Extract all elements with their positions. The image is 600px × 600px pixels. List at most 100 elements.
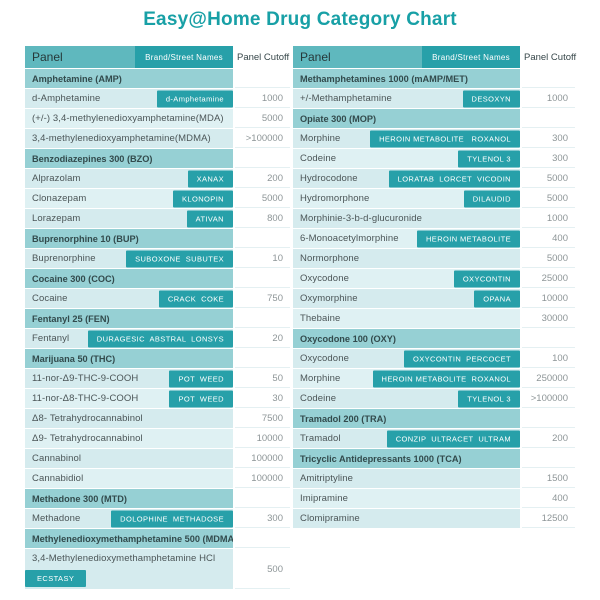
cutoff-value: 5000 <box>522 169 575 188</box>
cutoff-value: 100000 <box>235 449 290 468</box>
table-row: Hydrocodone LORATAB LORCET VICODIN 5000 <box>293 169 575 188</box>
table-row: 11-nor-Δ9-THC-9-COOH POT WEED 50 <box>25 369 290 388</box>
drug-name-cell: Δ9- Tetrahydrocannabinol <box>25 429 233 448</box>
cutoff-value: 750 <box>235 289 290 308</box>
drug-name: Alprazolam <box>32 173 81 184</box>
table-row: Oxymorphine OPANA 10000 <box>293 289 575 308</box>
brand-street-badge: XANAX <box>187 170 233 187</box>
cutoff-value: 10 <box>235 249 290 268</box>
category-name-cell: Tramadol 200 (TRA) <box>293 409 520 428</box>
cutoff-cell-empty <box>235 149 290 168</box>
drug-name-cell: Amitriptyline <box>293 469 520 488</box>
brand-street-badge: LORATAB LORCET VICODIN <box>388 170 520 187</box>
brand-street-badge: POT WEED <box>169 370 233 387</box>
category-name: Marijuana 50 (THC) <box>32 353 116 364</box>
brand-street-badge: POT WEED <box>169 390 233 407</box>
drug-name: Morphine <box>300 133 341 144</box>
drug-name: Clomipramine <box>300 513 360 524</box>
drug-name: (+/-) 3,4-methylenedioxyamphetamine(MDA) <box>32 113 224 124</box>
cutoff-value: 25000 <box>522 269 575 288</box>
panel-column-header: Panel <box>32 50 63 64</box>
cutoff-value: 200 <box>235 169 290 188</box>
drug-name-cell: +/-Methamphetamine DESOXYN <box>293 89 520 108</box>
drug-name-cell: 6-Monoacetylmorphine HEROIN METABOLITE <box>293 229 520 248</box>
drug-name: Δ9- Tetrahydrocannabinol <box>32 433 143 444</box>
brand-street-badge: OXYCONTIN PERCOCET <box>403 350 520 367</box>
drug-name-cell: 3,4-Methylenedioxymethamphetamine HCl ECS… <box>25 549 233 589</box>
cutoff-value: 1500 <box>522 469 575 488</box>
drug-name: Oxymorphine <box>300 293 358 304</box>
category-row: Methadone 300 (MTD) <box>25 489 290 508</box>
drug-name: Codeine <box>300 153 337 164</box>
drug-name: 11-nor-Δ8-THC-9-COOH <box>32 393 139 404</box>
drug-name-cell: Oxycodone OXYCONTIN <box>293 269 520 288</box>
cutoff-value: >100000 <box>522 389 575 408</box>
category-row: Tramadol 200 (TRA) <box>293 409 575 428</box>
brand-street-badge: DURAGESIC ABSTRAL LONSYS <box>87 330 233 347</box>
drug-name: Cocaine <box>32 293 68 304</box>
cutoff-value: 5000 <box>235 189 290 208</box>
drug-name-cell: Imipramine <box>293 489 520 508</box>
drug-name-cell: Fentanyl DURAGESIC ABSTRAL LONSYS <box>25 329 233 348</box>
cutoff-value: 30 <box>235 389 290 408</box>
category-name: Cocaine 300 (COC) <box>32 273 115 284</box>
category-row: Fentanyl 25 (FEN) <box>25 309 290 328</box>
drug-name: 3,4-methylenedioxyamphetamine(MDMA) <box>32 133 211 144</box>
category-name: Oxycodone 100 (OXY) <box>300 333 396 344</box>
drug-name-cell: Lorazepam ATIVAN <box>25 209 233 228</box>
category-row: Methylenedioxymethamphetamine 500 (MDMA) <box>25 529 290 548</box>
cutoff-value: 400 <box>522 229 575 248</box>
drug-name-cell: 3,4-methylenedioxyamphetamine(MDMA) <box>25 129 233 148</box>
brand-street-badge: TYLENOL 3 <box>458 390 520 407</box>
drug-name-cell: Codeine TYLENOL 3 <box>293 389 520 408</box>
category-row: Buprenorphine 10 (BUP) <box>25 229 290 248</box>
cutoff-cell-empty <box>522 449 575 468</box>
drug-name: Oxycodone <box>300 353 349 364</box>
brand-street-badge: CONZIP ULTRACET ULTRAM <box>386 430 520 447</box>
drug-name-cell: Hydrocodone LORATAB LORCET VICODIN <box>293 169 520 188</box>
category-name-cell: Marijuana 50 (THC) <box>25 349 233 368</box>
drug-name-cell: Morphinie-3-b-d-glucuronide <box>293 209 520 228</box>
cutoff-cell-empty <box>235 529 290 548</box>
cutoff-cell-empty <box>235 309 290 328</box>
drug-name-cell: Thebaine <box>293 309 520 328</box>
brand-street-badge: TYLENOL 3 <box>458 150 520 167</box>
cutoff-value: 1000 <box>522 209 575 228</box>
table-row: Morphine HEROIN METABOLITE ROXANOL 300 <box>293 129 575 148</box>
cutoff-value: 300 <box>522 149 575 168</box>
page-title: Easy@Home Drug Category Chart <box>143 9 457 30</box>
drug-name: Oxycodone <box>300 273 349 284</box>
brand-street-badge: d-Amphetamine <box>156 90 233 107</box>
drug-name: Morphine <box>300 373 341 384</box>
table-row: Clonazepam KLONOPIN 5000 <box>25 189 290 208</box>
table-row: Δ8- Tetrahydrocannabinol 7500 <box>25 409 290 428</box>
table-row: d-Amphetamine d-Amphetamine 1000 <box>25 89 290 108</box>
brand-street-badge: HEROIN METABOLITE ROXANOL <box>372 370 520 387</box>
header-panel-cell: Panel Brand/Street Names <box>293 46 520 68</box>
cutoff-value: 5000 <box>522 189 575 208</box>
drug-name: Amitriptyline <box>300 473 354 484</box>
table-row: Methadone DOLOPHINE METHADOSE 300 <box>25 509 290 528</box>
drug-name-cell: Methadone DOLOPHINE METHADOSE <box>25 509 233 528</box>
table-row: Thebaine 30000 <box>293 309 575 328</box>
panel-cutoff-column-header: Panel Cutoff <box>522 46 576 68</box>
left-table: Panel Brand/Street Names Panel Cutoff Amphe… <box>25 46 290 590</box>
drug-name: 11-nor-Δ9-THC-9-COOH <box>32 373 139 384</box>
cutoff-value: 100000 <box>235 469 290 488</box>
drug-name-cell: (+/-) 3,4-methylenedioxyamphetamine(MDA) <box>25 109 233 128</box>
category-name-cell: Methadone 300 (MTD) <box>25 489 233 508</box>
panel-cutoff-column-header: Panel Cutoff <box>235 46 290 68</box>
cutoff-value: 200 <box>522 429 575 448</box>
brand-street-badge: OXYCONTIN <box>453 270 520 287</box>
drug-name: Lorazepam <box>32 213 81 224</box>
cutoff-value: 300 <box>522 129 575 148</box>
category-row: Oxycodone 100 (OXY) <box>293 329 575 348</box>
cutoff-value: 500 <box>235 549 290 589</box>
table-row: (+/-) 3,4-methylenedioxyamphetamine(MDA)… <box>25 109 290 128</box>
cutoff-cell-empty <box>235 349 290 368</box>
cutoff-value: 12500 <box>522 509 575 528</box>
category-row: Amphetamine (AMP) <box>25 69 290 88</box>
category-name-cell: Opiate 300 (MOP) <box>293 109 520 128</box>
cutoff-cell-empty <box>522 329 575 348</box>
table-row: Buprenorphine SUBOXONE SUBUTEX 10 <box>25 249 290 268</box>
